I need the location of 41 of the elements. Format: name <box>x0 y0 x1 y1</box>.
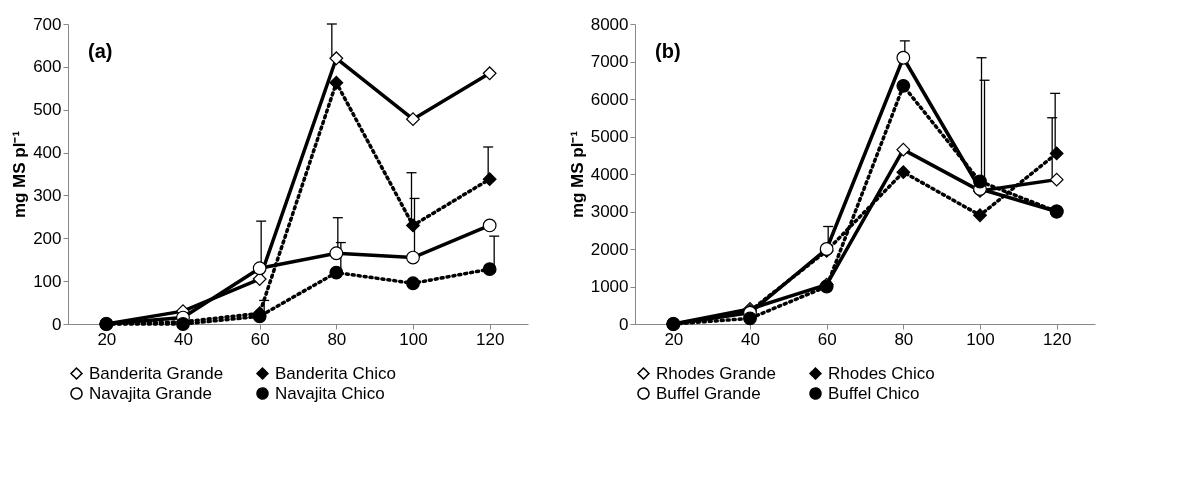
x-tick-label: 120 <box>1042 329 1072 349</box>
annotation: (b) <box>655 40 681 62</box>
legend-label: Rhodes Chico <box>828 363 935 383</box>
y-tick-label: 200 <box>33 228 62 248</box>
legend-label: Buffel Grande <box>656 383 761 403</box>
y-axis-title: mg MS pl⁻¹ <box>567 130 587 219</box>
x-tick-label: 80 <box>894 329 914 349</box>
legend-label: Banderita Grande <box>89 363 224 383</box>
legend-label: Buffel Chico <box>828 383 920 403</box>
y-tick-label: 1000 <box>590 277 629 296</box>
legend-label: Navajita Chico <box>275 383 385 403</box>
x-tick-label: 40 <box>174 329 193 349</box>
y-tick-label: 300 <box>33 185 62 205</box>
y-tick-label: 2000 <box>590 239 629 259</box>
y-tick-label: 3000 <box>590 202 629 221</box>
y-tick-label: 0 <box>52 314 62 334</box>
y-tick-label: 5000 <box>590 127 629 146</box>
y-tick-label: 700 <box>33 14 62 34</box>
x-tick-label: 20 <box>664 329 684 349</box>
y-tick-label: 100 <box>33 271 62 291</box>
x-tick-label: 60 <box>817 329 837 349</box>
y-tick-label: 600 <box>33 57 62 77</box>
y-tick-label: 400 <box>33 143 62 163</box>
y-tick-label: 6000 <box>590 89 629 109</box>
x-tick-label: 20 <box>97 329 117 349</box>
y-axis-title: mg MS pl⁻¹ <box>10 130 30 219</box>
y-tick-label: 500 <box>33 100 62 120</box>
legend-label: Banderita Chico <box>275 363 396 383</box>
x-tick-label: 100 <box>966 329 995 349</box>
legend-label: Rhodes Grande <box>656 363 777 383</box>
y-tick-label: 7000 <box>590 52 629 71</box>
x-tick-label: 60 <box>250 329 270 349</box>
annotation: (a) <box>88 40 113 62</box>
y-tick-label: 0 <box>619 314 629 334</box>
x-tick-label: 120 <box>475 329 505 349</box>
legend-label: Navajita Grande <box>89 383 212 403</box>
x-tick-label: 80 <box>327 329 347 349</box>
x-tick-label: 100 <box>399 329 428 349</box>
x-tick-label: 40 <box>741 329 760 349</box>
y-tick-label: 4000 <box>590 164 629 184</box>
y-tick-label: 8000 <box>590 14 629 34</box>
